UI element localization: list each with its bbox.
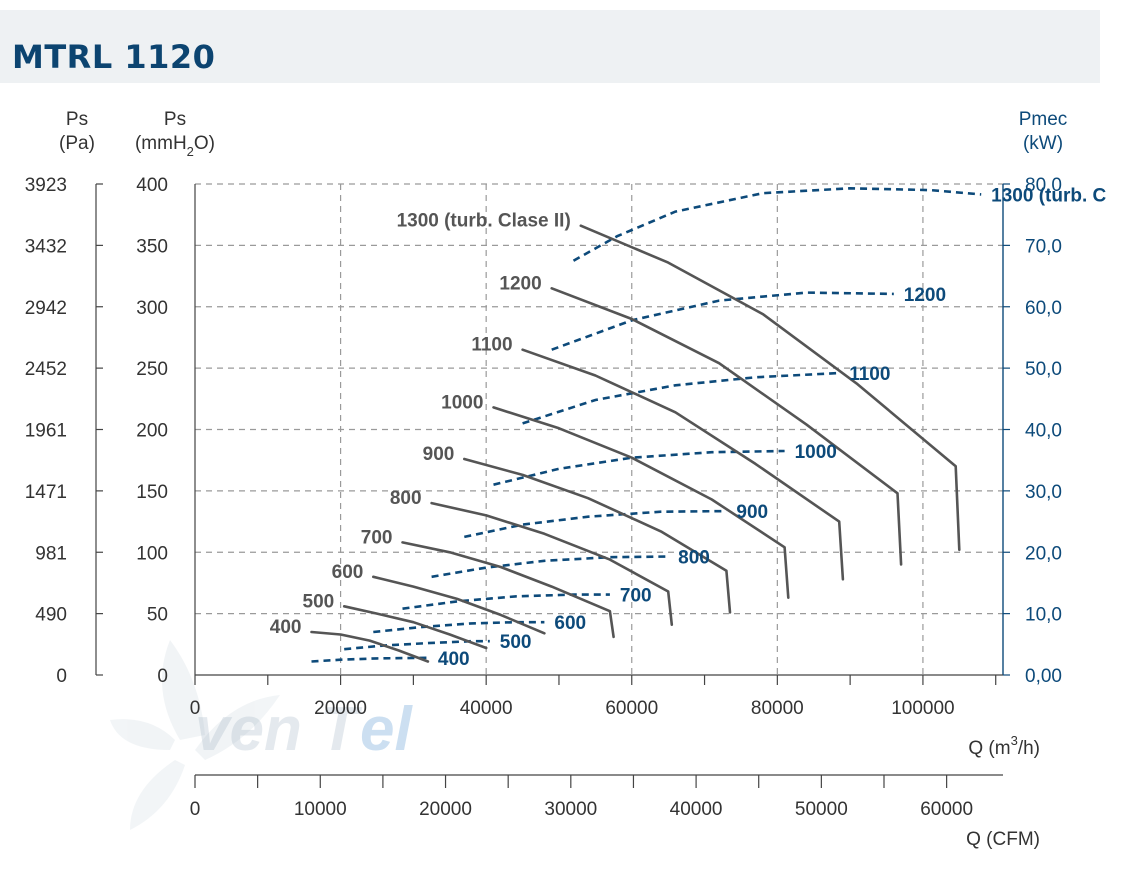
mmh2o-tick-label: 100 xyxy=(136,543,168,564)
pa-tick-label: 2452 xyxy=(25,359,67,380)
title-bar: MTRL 1120 xyxy=(0,10,1100,83)
power-curve-label: 700 xyxy=(620,586,652,607)
axis-title-kw-line2: (kW) xyxy=(1023,133,1063,154)
pressure-curve-0 xyxy=(310,630,430,663)
x-m3h-tick-label: 20000 xyxy=(314,698,367,719)
mmh2o-tick-label: 300 xyxy=(136,298,168,319)
pa-tick-label: 981 xyxy=(35,543,67,564)
power-curve-3 xyxy=(402,593,610,610)
axis-title-mmh2o-line2: (mmH2O) xyxy=(135,133,215,159)
power-curve-label: 600 xyxy=(554,613,586,634)
pa-tick-label: 3432 xyxy=(25,236,67,257)
x-cfm-tick-label: 50000 xyxy=(795,799,848,820)
kw-tick-label: 30,0 xyxy=(1025,482,1062,503)
pressure-curves xyxy=(310,224,961,663)
kw-tick-label: 10,0 xyxy=(1025,605,1062,626)
power-curve-label: 800 xyxy=(678,548,710,569)
power-curve-2 xyxy=(373,620,545,634)
ventel-watermark-logo: ven T el xyxy=(110,640,413,830)
x-cfm-tick-label: 20000 xyxy=(419,799,472,820)
x-cfm-tick-label: 30000 xyxy=(544,799,597,820)
power-curve-label: 1100 xyxy=(849,364,890,385)
mmh2o-tick-label: 50 xyxy=(147,605,168,626)
pressure-curve-1 xyxy=(342,605,488,650)
x-m3h-tick-label: 80000 xyxy=(751,698,804,719)
mmh2o-tick-label: 200 xyxy=(136,421,168,442)
mmh2o-tick-label: 400 xyxy=(136,175,168,196)
pressure-curve-label: 1100 xyxy=(471,335,512,356)
watermark-text-el: el xyxy=(360,695,413,764)
pressure-curve-2 xyxy=(372,575,546,635)
pressure-curve-8 xyxy=(550,287,903,566)
pressure-curve-6 xyxy=(492,406,790,599)
pa-tick-label: 3923 xyxy=(25,175,67,196)
pressure-curve-label: 400 xyxy=(270,617,302,638)
x-cfm-tick-label: 0 xyxy=(190,799,201,820)
grid xyxy=(195,183,1003,675)
mmh2o-tick-label: 0 xyxy=(157,666,168,687)
pa-tick-label: 1471 xyxy=(25,482,67,503)
pressure-curve-label: 600 xyxy=(332,562,364,583)
pressure-curve-label: 1200 xyxy=(499,273,541,294)
x-m3h-tick-label: 60000 xyxy=(605,698,658,719)
power-curve-label: 1300 (turb. C xyxy=(991,185,1106,206)
kw-tick-label: 20,0 xyxy=(1025,543,1062,564)
axis-title-pa-line1: Ps xyxy=(66,109,88,130)
power-curve-label: 500 xyxy=(500,632,532,653)
pressure-curve-label: 700 xyxy=(361,527,393,548)
x-cfm-tick-label: 40000 xyxy=(670,799,723,820)
pressure-curve-5 xyxy=(463,457,732,614)
watermark-text-t: T xyxy=(320,695,363,764)
pressure-curve-label: 500 xyxy=(303,591,335,612)
kw-tick-label: 40,0 xyxy=(1025,421,1062,442)
power-curve-8 xyxy=(551,291,894,351)
x-m3h-tick-label: 100000 xyxy=(891,698,954,719)
x-m3h-tick-label: 0 xyxy=(190,698,201,719)
x-m3h-tick-label: 40000 xyxy=(460,698,513,719)
pressure-curve-label: 1300 (turb. Clase II) xyxy=(397,211,571,232)
mmh2o-tick-label: 250 xyxy=(136,359,168,380)
pa-tick-label: 490 xyxy=(35,605,67,626)
axis-title-kw-line1: Pmec xyxy=(1019,109,1068,130)
x-cfm-tick-label: 10000 xyxy=(294,799,347,820)
power-curve-label: 400 xyxy=(438,649,470,670)
axis-title-x-cfm: Q (CFM) xyxy=(966,829,1040,850)
kw-tick-label: 80,0 xyxy=(1025,175,1062,196)
pressure-curve-label: 900 xyxy=(423,444,455,465)
power-curve-label: 1200 xyxy=(904,285,946,306)
power-curve-7 xyxy=(522,371,840,425)
power-curve-label: 1000 xyxy=(795,442,837,463)
power-curve-4 xyxy=(431,555,669,579)
power-curve-1 xyxy=(344,639,490,651)
watermark-text-ven: ven xyxy=(195,695,302,764)
page-title: MTRL 1120 xyxy=(12,38,216,76)
pressure-curve-3 xyxy=(401,541,615,639)
x-cfm-tick-label: 60000 xyxy=(920,799,973,820)
power-curve-5 xyxy=(464,509,727,539)
axes: 0 0 0,00 490 50 10,0 981 100 20,0 1471 150 30,0 1961… xyxy=(25,175,1062,820)
kw-tick-label: 70,0 xyxy=(1025,236,1062,257)
axis-title-x-m3h: Q (m3/h) xyxy=(968,733,1040,759)
axis-title-mmh2o-line1: Ps xyxy=(164,109,186,130)
pressure-curve-label: 800 xyxy=(390,488,422,509)
pa-tick-label: 1961 xyxy=(25,421,67,442)
kw-tick-label: 60,0 xyxy=(1025,298,1062,319)
power-curve-label: 900 xyxy=(736,502,768,523)
power-curve-9 xyxy=(572,186,982,262)
mmh2o-tick-label: 350 xyxy=(136,236,168,257)
mmh2o-tick-label: 150 xyxy=(136,482,168,503)
pressure-curve-label: 1000 xyxy=(441,392,483,413)
pressure-curve-4 xyxy=(430,501,674,626)
pa-tick-label: 2942 xyxy=(25,298,67,319)
axis-title-pa-line2: (Pa) xyxy=(59,133,95,154)
kw-tick-label: 0,00 xyxy=(1025,666,1062,687)
kw-tick-label: 50,0 xyxy=(1025,359,1062,380)
pa-tick-label: 0 xyxy=(56,666,67,687)
power-curve-0 xyxy=(311,656,428,663)
pressure-curve-7 xyxy=(521,348,845,581)
pressure-curve-9 xyxy=(579,224,961,552)
